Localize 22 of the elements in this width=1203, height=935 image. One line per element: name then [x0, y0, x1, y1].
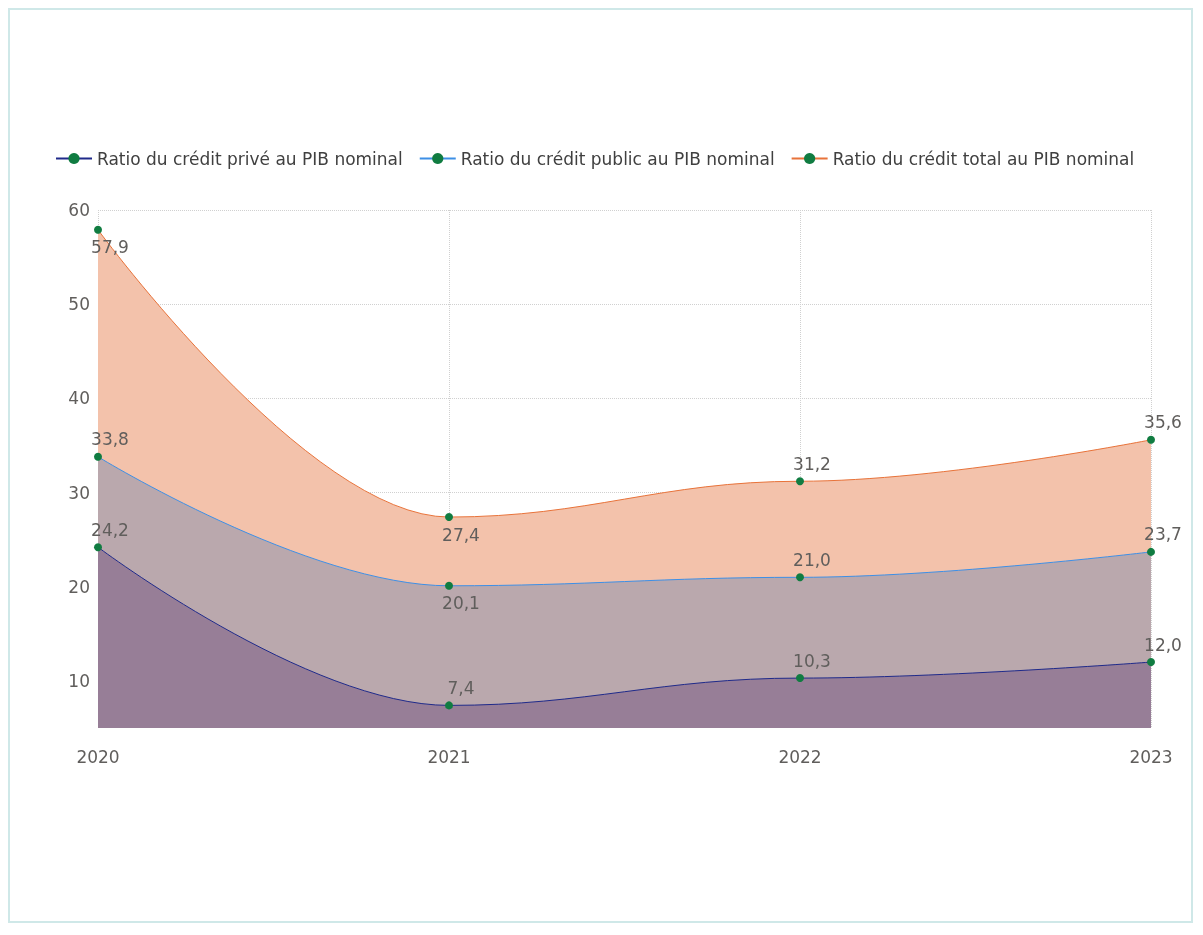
data-label: 10,3: [793, 650, 831, 671]
y-tick-label: 20: [68, 576, 90, 597]
y-tick-label: 10: [68, 670, 90, 691]
y-tick-label: 60: [68, 200, 90, 220]
x-tick-label: 2022: [778, 746, 822, 767]
data-label: 7,4: [447, 677, 475, 698]
data-label: 12,0: [1144, 634, 1182, 655]
x-tick-label: 2023: [1129, 746, 1173, 767]
y-tick-label: 40: [68, 388, 90, 409]
data-label: 23,7: [1144, 524, 1182, 545]
legend-label: Ratio du crédit total au PIB nominal: [832, 148, 1135, 169]
data-label: 31,2: [793, 453, 831, 474]
data-label: 27,4: [442, 524, 480, 545]
y-tick-label: 30: [68, 482, 90, 503]
data-label: 21,0: [793, 549, 831, 570]
data-label: 20,1: [442, 593, 480, 614]
x-tick-label: 2020: [76, 746, 120, 767]
data-label: 35,6: [1144, 412, 1182, 433]
y-tick-label: 50: [68, 294, 90, 315]
x-tick-label: 2021: [427, 746, 471, 767]
legend-label: Ratio du crédit public au PIB nominal: [460, 148, 775, 169]
legend-label: Ratio du crédit privé au PIB nominal: [97, 148, 403, 169]
